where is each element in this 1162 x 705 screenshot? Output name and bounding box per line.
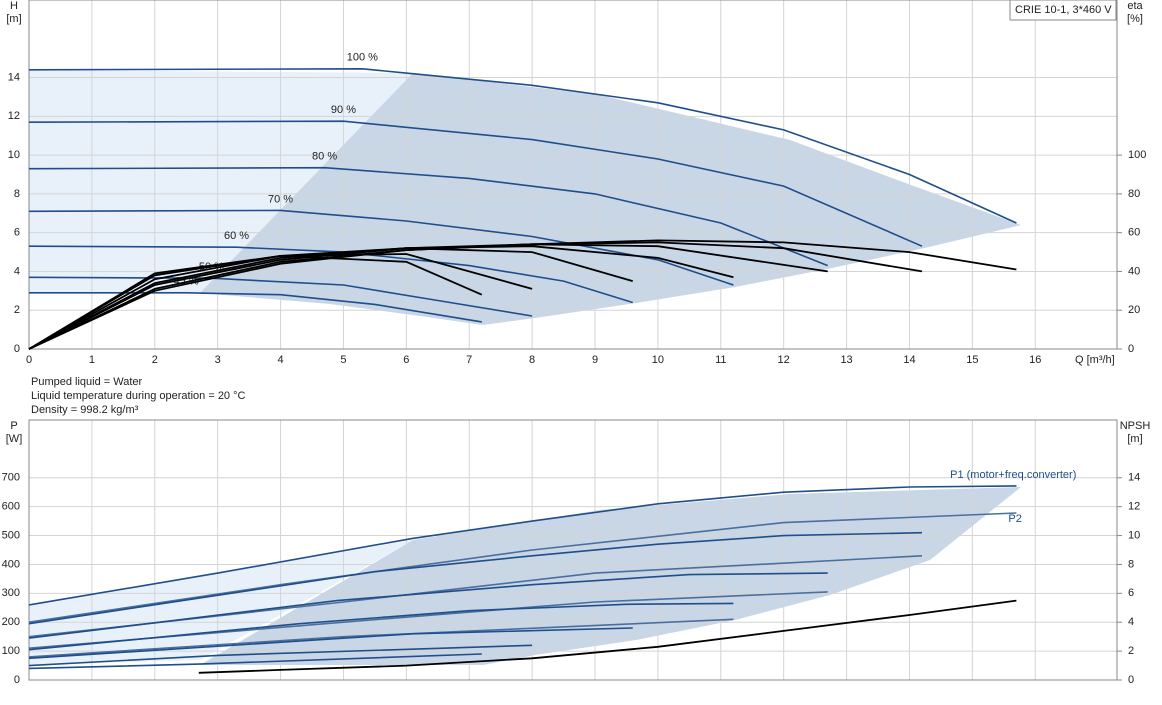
- y2-axis-title: eta: [1127, 0, 1143, 12]
- y2-tick-label: 60: [1128, 227, 1140, 239]
- curve: [28, 602, 734, 651]
- x-tick-label: 7: [466, 354, 472, 366]
- y-tick-label: 8: [14, 188, 20, 200]
- curve: [28, 627, 633, 660]
- y-tick-label: 6: [14, 227, 20, 239]
- y-axis-title: H: [10, 0, 18, 12]
- y2-axis-title: NPSH: [1120, 420, 1151, 432]
- y2-tick-label: 2: [1128, 645, 1134, 657]
- y2-tick-label: 0: [1128, 343, 1134, 355]
- curve: [28, 166, 828, 267]
- x-tick-label: 6: [403, 354, 409, 366]
- y2-tick-label: 20: [1128, 304, 1140, 316]
- y-tick-label: 10: [8, 149, 20, 161]
- y2-tick-label: 0: [1128, 674, 1134, 686]
- x-tick-label: 8: [529, 354, 535, 366]
- light-area: [29, 70, 413, 293]
- x-tick-label: 13: [840, 354, 852, 366]
- y-axis-title: [m]: [6, 13, 21, 25]
- y-tick-label: 4: [14, 265, 20, 277]
- y-tick-label: 500: [2, 529, 20, 541]
- speed-label: 90 %: [331, 104, 356, 116]
- y2-axis-title: [m]: [1127, 433, 1142, 445]
- y-tick-label: 300: [2, 587, 20, 599]
- x-tick-label: 2: [152, 354, 158, 366]
- plot-frame: [28, 419, 1118, 681]
- y-tick-label: 100: [2, 645, 20, 657]
- x-tick-label: 0: [26, 354, 32, 366]
- x-tick-label: 12: [778, 354, 790, 366]
- y2-tick-label: 80: [1128, 188, 1140, 200]
- y2-tick-label: 14: [1128, 472, 1140, 484]
- x-tick-label: 3: [215, 354, 221, 366]
- y-tick-label: 14: [8, 71, 20, 83]
- series-label: P2: [1008, 513, 1021, 525]
- y-axis-title: [W]: [6, 433, 23, 445]
- x-tick-label: 16: [1029, 354, 1041, 366]
- y2-tick-label: 8: [1128, 558, 1134, 570]
- curve: [28, 247, 633, 350]
- y2-tick-label: 6: [1128, 587, 1134, 599]
- operating-area: [200, 487, 1021, 665]
- y2-tick-label: 40: [1128, 265, 1140, 277]
- curve: [28, 653, 482, 670]
- y2-axis-title: [%]: [1127, 13, 1143, 25]
- x-tick-label: 5: [340, 354, 346, 366]
- legend-box: [1009, 0, 1117, 21]
- y2-tick-label: 4: [1128, 616, 1134, 628]
- y2-tick-label: 10: [1128, 529, 1140, 541]
- x-tick-label: 15: [966, 354, 978, 366]
- x-tick-label: 4: [277, 354, 283, 366]
- plot-frame: [28, 0, 1118, 350]
- x-tick-label: 9: [592, 354, 598, 366]
- speed-label: 70 %: [268, 193, 293, 205]
- x-tick-label: 1: [89, 354, 95, 366]
- note: Liquid temperature during operation = 20…: [31, 390, 246, 402]
- speed-label: 60 %: [224, 230, 249, 242]
- speed-label: 100 %: [347, 52, 378, 64]
- x-axis-title: Q [m³/h]: [1075, 354, 1115, 366]
- note: Density = 998.2 kg/m³: [31, 404, 139, 416]
- x-tick-label: 10: [652, 354, 664, 366]
- y-tick-label: 0: [14, 343, 20, 355]
- y2-tick-label: 12: [1128, 501, 1140, 513]
- curve: [28, 644, 533, 667]
- curve: [28, 572, 828, 639]
- legend-text: CRIE 10-1, 3*460 V: [1015, 4, 1112, 16]
- curve: [28, 512, 1017, 623]
- curve: [28, 209, 734, 286]
- y-tick-label: 700: [2, 472, 20, 484]
- x-tick-label: 14: [903, 354, 915, 366]
- y2-tick-label: 100: [1128, 149, 1146, 161]
- curve: [28, 531, 923, 625]
- y-axis-title: P: [10, 420, 17, 432]
- curve: [28, 67, 1017, 224]
- curve: [28, 618, 734, 658]
- x-tick-label: 11: [715, 354, 726, 366]
- curve: [29, 292, 482, 323]
- y-tick-label: 0: [14, 674, 20, 686]
- curve: [28, 485, 1017, 606]
- curve: [28, 120, 923, 247]
- curve: [198, 599, 1017, 674]
- series-label: P1 (motor+freq.converter): [950, 469, 1076, 481]
- speed-label: 80 %: [312, 151, 337, 163]
- y-tick-label: 12: [8, 110, 20, 122]
- y-tick-label: 200: [2, 616, 20, 628]
- curve: [28, 254, 483, 350]
- note: Pumped liquid = Water: [31, 376, 143, 388]
- y-tick-label: 400: [2, 558, 20, 570]
- light-area: [29, 540, 413, 665]
- y-tick-label: 600: [2, 501, 20, 513]
- curve: [28, 245, 633, 304]
- y-tick-label: 2: [14, 304, 20, 316]
